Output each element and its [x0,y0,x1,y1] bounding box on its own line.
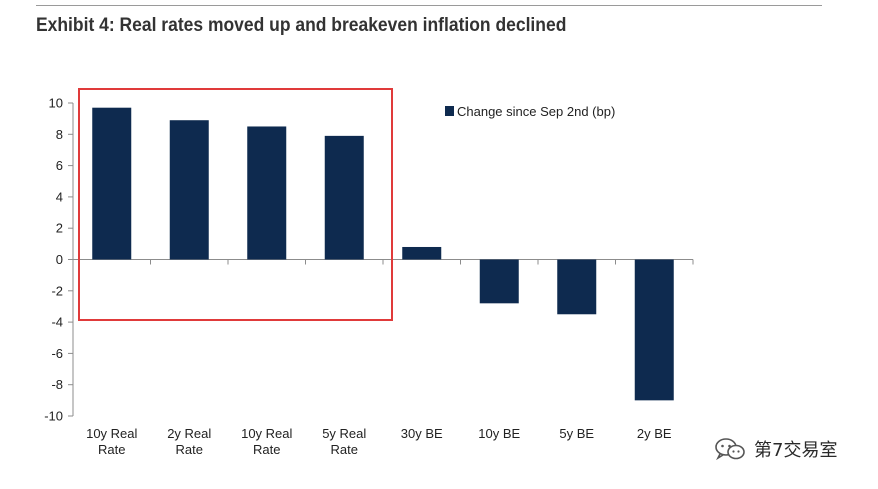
bar [247,126,287,260]
watermark-text: 第7交易室 [754,440,838,461]
bar [324,135,364,260]
x-tick-label: 10y BE [478,426,520,441]
y-tick-label: -4 [51,315,63,330]
x-tick-label: 10y Real Rate [86,426,137,457]
y-tick-label: 2 [56,221,63,236]
top-rule [36,5,822,6]
y-axis: 10 8 6 4 2 0 -2 -4 -6 -8 -10 [44,96,74,424]
x-tick-label: 30y BE [401,426,443,441]
wechat-icon [715,438,745,461]
y-tick-label: 6 [56,158,63,173]
y-tick-label: -8 [51,377,63,392]
bar [169,120,209,260]
x-tick-labels: 10y Real Rate 2y Real Rate 10y Real Rate 5y Re… [86,426,672,457]
bar-series [92,107,674,401]
y-tick-label: -10 [44,409,63,424]
y-tick-label: 8 [56,127,63,142]
y-tick-label: 0 [56,252,63,267]
chart-title: Exhibit 4: Real rates moved up and break… [36,15,567,36]
y-tick-label: 10 [49,96,63,111]
bar [557,259,597,315]
x-tick-label: 2y Real Rate [167,426,211,457]
x-tick-label: 5y BE [559,426,594,441]
y-tick-label: 4 [56,189,63,204]
bar [402,246,442,260]
legend: Change since Sep 2nd (bp) [445,104,615,119]
bar [479,259,519,304]
highlight-box [78,88,393,321]
bar [92,107,132,260]
watermark: 第7交易室 [714,436,837,462]
legend-swatch [445,106,454,116]
x-tick-label: 2y BE [637,426,672,441]
y-tick-label: -2 [51,283,63,298]
x-tick-label: 5y Real Rate [322,426,366,457]
y-tick-label: -6 [51,346,63,361]
x-axis [73,259,694,265]
x-tick-label: 10y Real Rate [241,426,292,457]
bar [634,259,674,401]
legend-label: Change since Sep 2nd (bp) [457,104,615,119]
